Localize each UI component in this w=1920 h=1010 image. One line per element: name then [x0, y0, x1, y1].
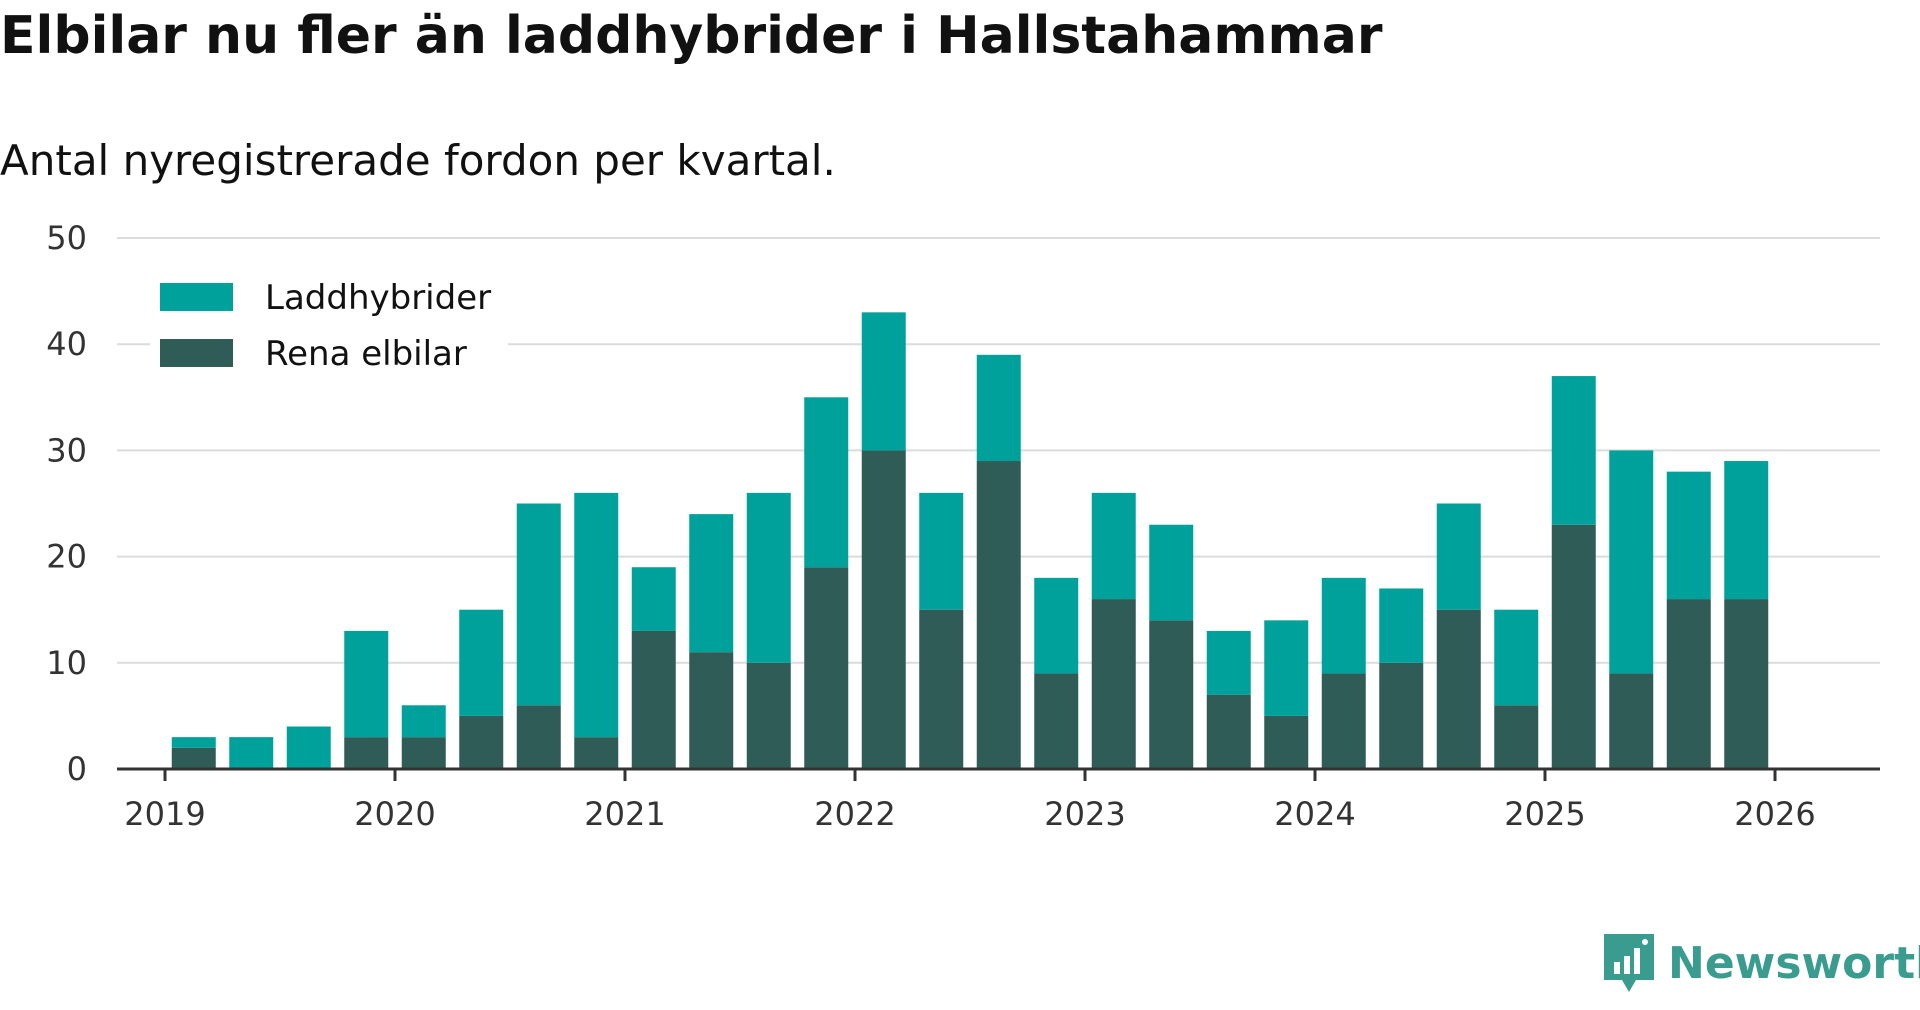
- bar-laddhybrider: [1551, 376, 1596, 525]
- bar-rena-elbilar: [919, 609, 964, 769]
- bar-laddhybrider: [1034, 577, 1079, 674]
- brand-name: Newsworthy: [1668, 938, 1920, 989]
- bar-laddhybrider: [1666, 471, 1711, 600]
- bar-laddhybrider: [1264, 620, 1309, 716]
- x-tick-label: 2021: [584, 795, 665, 833]
- bar-rena-elbilar: [631, 630, 676, 769]
- bar-laddhybrider: [401, 705, 446, 738]
- bar-rena-elbilar: [746, 662, 791, 769]
- bar-laddhybrider: [344, 630, 389, 738]
- bar-rena-elbilar: [1034, 673, 1079, 769]
- bar-rena-elbilar: [1379, 662, 1424, 769]
- bar-laddhybrider: [1091, 492, 1136, 600]
- bar-laddhybrider: [746, 492, 791, 663]
- bar-laddhybrider: [919, 492, 964, 610]
- bar-rena-elbilar: [516, 705, 561, 769]
- y-tick-label: 0: [67, 750, 87, 788]
- bar-rena-elbilar: [689, 652, 734, 769]
- bar-rena-elbilar: [1206, 694, 1251, 769]
- legend-swatch-laddhybrider: [160, 283, 233, 311]
- bar-rena-elbilar: [1321, 673, 1366, 769]
- bar-laddhybrider: [976, 354, 1021, 462]
- bar-rena-elbilar: [1264, 715, 1309, 769]
- bar-laddhybrider: [516, 503, 561, 706]
- bar-laddhybrider: [1724, 461, 1769, 600]
- newsworthy-logo-icon: [1604, 934, 1654, 992]
- x-tick-label: 2026: [1734, 795, 1815, 833]
- chart-subtitle: Antal nyregistrerade fordon per kvartal.: [0, 136, 836, 185]
- bar-rena-elbilar: [861, 450, 906, 769]
- bar-rena-elbilar: [459, 715, 504, 769]
- bar-rena-elbilar: [1724, 599, 1769, 769]
- bar-rena-elbilar: [344, 737, 389, 769]
- bar-rena-elbilar: [1551, 524, 1596, 769]
- bar-laddhybrider: [1321, 577, 1366, 674]
- bar-laddhybrider: [861, 312, 906, 451]
- y-axis-ticks: 0 10 20 30 40 50: [46, 219, 87, 788]
- y-tick-label: 20: [46, 538, 87, 576]
- x-tick-label: 2023: [1044, 795, 1125, 833]
- legend-label-rena-elbilar: Rena elbilar: [265, 334, 467, 374]
- x-tick-label: 2025: [1504, 795, 1585, 833]
- x-axis-ticks: 2019 2020 2021 2022 2023 2024 2025 2026: [124, 769, 1816, 833]
- chart-title: Elbilar nu fler än laddhybrider i Hallst…: [0, 6, 1383, 66]
- y-tick-label: 40: [46, 325, 87, 363]
- bar-laddhybrider: [459, 609, 504, 716]
- bar-rena-elbilar: [1091, 599, 1136, 769]
- legend: Laddhybrider Rena elbilar: [150, 268, 508, 378]
- bar-laddhybrider: [804, 397, 849, 568]
- x-tick-label: 2022: [814, 795, 895, 833]
- bar-laddhybrider: [1206, 630, 1251, 695]
- legend-label-laddhybrider: Laddhybrider: [265, 278, 491, 318]
- bar-laddhybrider: [1609, 450, 1654, 674]
- bar-laddhybrider: [229, 737, 274, 769]
- bar-laddhybrider: [689, 514, 734, 653]
- x-tick-label: 2024: [1274, 795, 1355, 833]
- bar-laddhybrider: [1149, 524, 1194, 621]
- bar-rena-elbilar: [574, 737, 619, 769]
- x-tick-label: 2019: [124, 795, 205, 833]
- bar-laddhybrider: [1494, 609, 1539, 706]
- bar-rena-elbilar: [1609, 673, 1654, 769]
- bar-rena-elbilar: [1149, 620, 1194, 769]
- bar-rena-elbilar: [401, 737, 446, 769]
- bar-laddhybrider: [171, 737, 216, 748]
- bar-laddhybrider: [574, 492, 619, 738]
- y-tick-label: 10: [46, 644, 87, 682]
- bar-laddhybrider: [1379, 588, 1424, 663]
- bar-laddhybrider: [631, 567, 676, 631]
- bar-laddhybrider: [286, 726, 331, 769]
- bar-rena-elbilar: [1666, 599, 1711, 769]
- bars: [171, 312, 1769, 769]
- bar-rena-elbilar: [1494, 705, 1539, 769]
- bar-laddhybrider: [1436, 503, 1481, 610]
- bar-rena-elbilar: [976, 461, 1021, 769]
- x-tick-label: 2020: [354, 795, 435, 833]
- bar-rena-elbilar: [1436, 609, 1481, 769]
- legend-swatch-rena-elbilar: [160, 339, 233, 367]
- brand-logo: Newsworthy: [1590, 930, 1920, 1010]
- bar-rena-elbilar: [171, 747, 216, 769]
- bar-rena-elbilar: [804, 567, 849, 769]
- y-tick-label: 50: [46, 219, 87, 257]
- y-tick-label: 30: [46, 431, 87, 469]
